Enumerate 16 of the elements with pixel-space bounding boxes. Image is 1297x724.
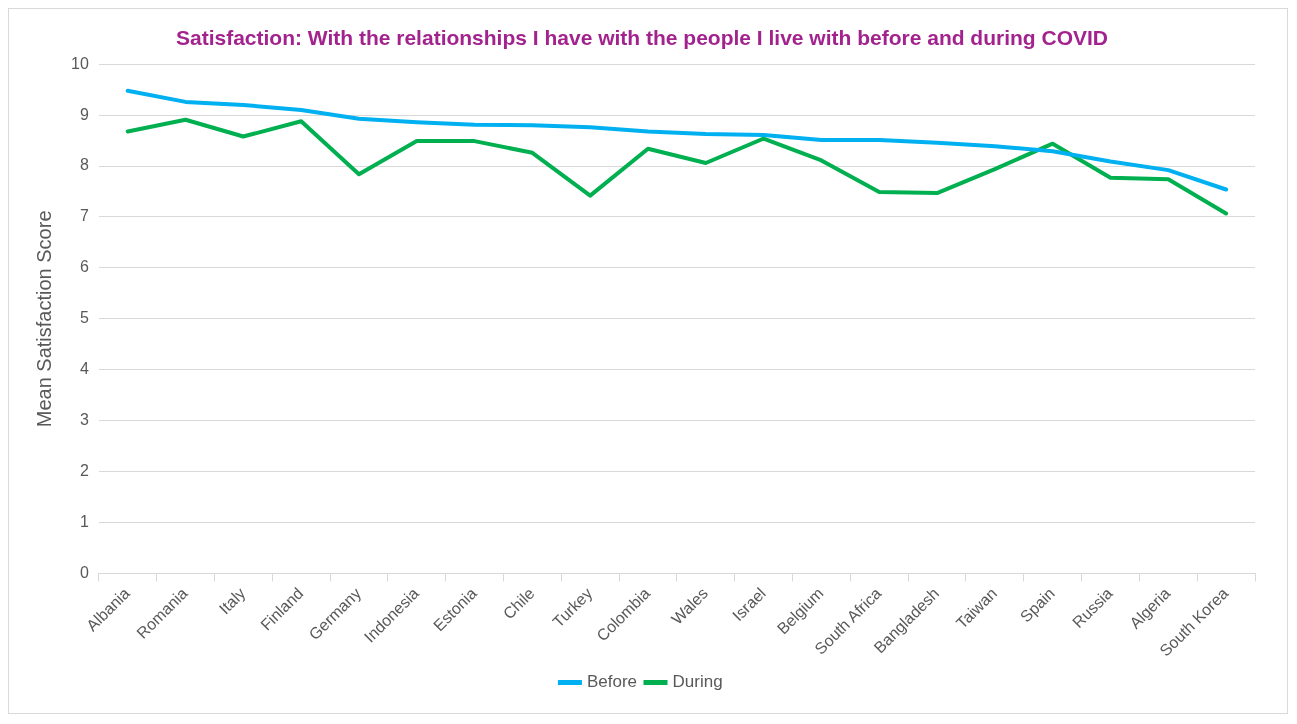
y-tick-label: 10 [71, 54, 89, 72]
y-tick-label: 5 [79, 309, 89, 327]
y-axis-title: Mean Satisfaction Score [32, 210, 55, 428]
chart-title: Satisfaction: With the relationships I have with the people I live with before and during COVID [175, 26, 1109, 50]
y-tick-label: 8 [79, 156, 89, 174]
y-tick-label: 1 [79, 513, 89, 530]
y-tick-label: 2 [79, 462, 89, 480]
y-tick-label: 7 [79, 207, 89, 225]
y-tick-label: 0 [79, 563, 89, 581]
legend-label: During [672, 672, 723, 692]
legend-label: Before [586, 672, 638, 692]
y-tick-label: 4 [79, 360, 89, 378]
y-tick-label: 3 [79, 411, 89, 429]
y-tick-label: 9 [79, 105, 89, 123]
y-tick-label: 6 [79, 258, 89, 276]
x-tick-label: Italy [215, 584, 249, 618]
